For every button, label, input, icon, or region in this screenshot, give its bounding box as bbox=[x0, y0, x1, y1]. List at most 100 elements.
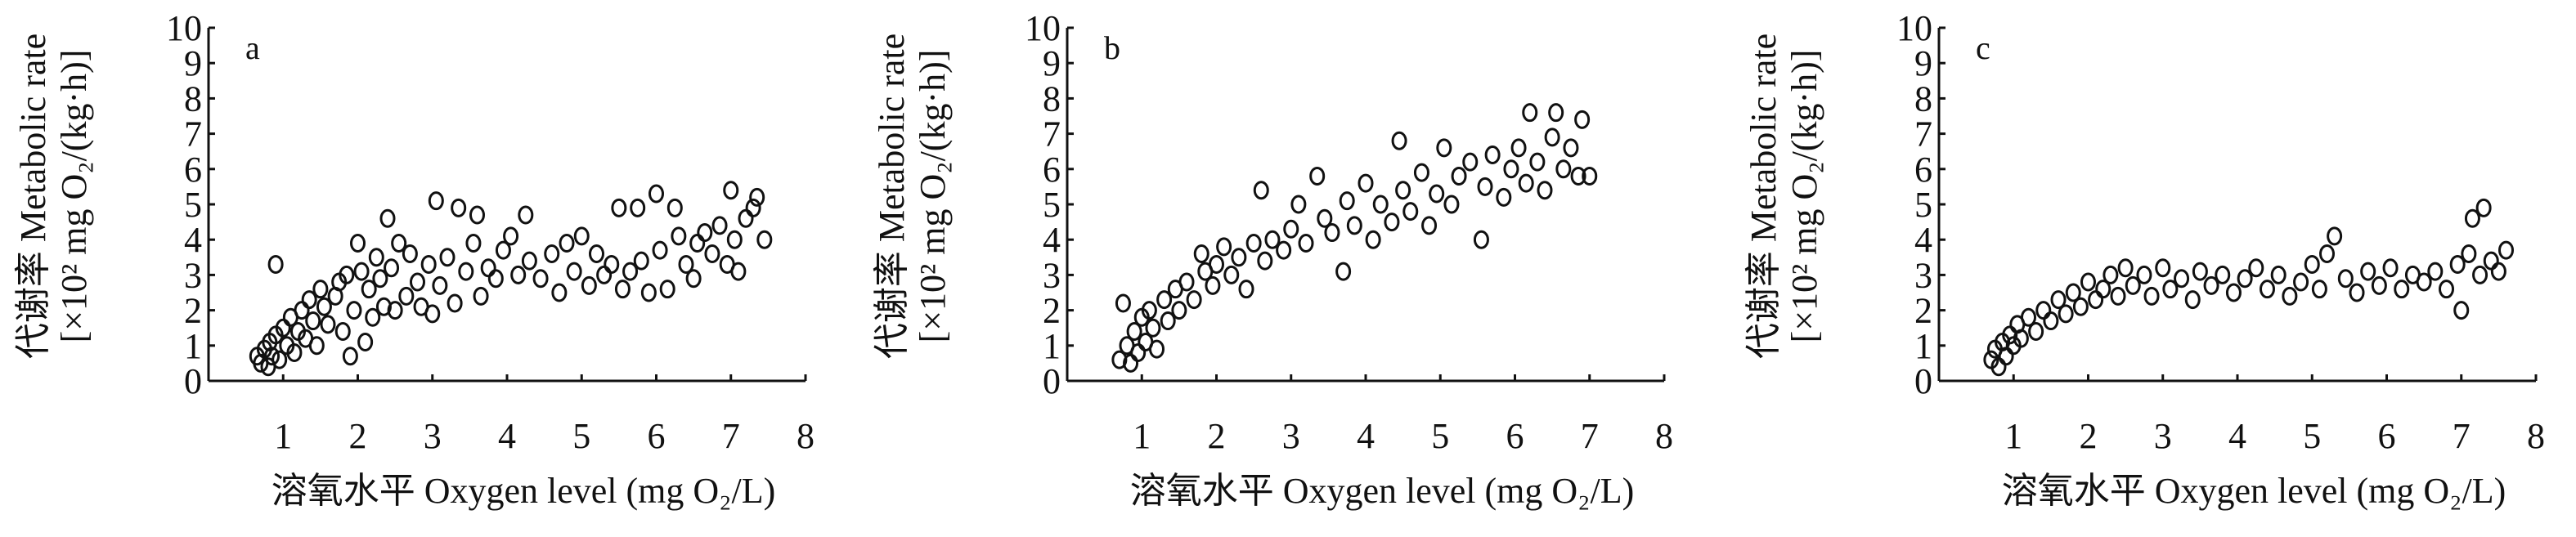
data-point bbox=[532, 269, 549, 289]
data-point bbox=[2065, 283, 2081, 302]
data-point bbox=[2072, 297, 2089, 316]
x-tick-label: 2 bbox=[349, 416, 367, 456]
data-point bbox=[308, 336, 325, 356]
data-point bbox=[1998, 347, 2014, 366]
data-point bbox=[559, 234, 575, 253]
y-tick-label: 4 bbox=[1043, 220, 1061, 260]
data-point bbox=[1402, 202, 1419, 222]
data-point bbox=[1563, 138, 1579, 158]
data-point bbox=[2174, 269, 2190, 289]
data-point bbox=[1421, 216, 1438, 235]
y-tick-label: 4 bbox=[1914, 220, 1932, 260]
data-point bbox=[487, 269, 504, 289]
data-point bbox=[1335, 262, 1352, 281]
data-point bbox=[756, 230, 773, 249]
y-tick-label: 2 bbox=[184, 291, 202, 331]
y-tick-label: 8 bbox=[1914, 78, 1932, 119]
data-point bbox=[365, 307, 381, 327]
y-tick-label: 0 bbox=[1043, 361, 1061, 401]
data-point bbox=[2043, 311, 2059, 331]
x-axis-label: 溶氧水平 Oxygen level (mg O₂/L) bbox=[2002, 471, 2506, 511]
data-point bbox=[2035, 301, 2052, 320]
data-point bbox=[521, 251, 537, 271]
x-tick-label: 6 bbox=[1506, 416, 1524, 456]
data-point bbox=[581, 275, 597, 295]
data-point bbox=[398, 286, 415, 306]
data-point bbox=[368, 248, 384, 267]
y-tick-label: 9 bbox=[1043, 43, 1061, 83]
data-point bbox=[1324, 223, 1340, 243]
data-point bbox=[1171, 301, 1187, 320]
x-axis-label: 溶氧水平 Oxygen level (mg O₂/L) bbox=[272, 471, 776, 511]
data-point bbox=[320, 315, 336, 334]
y-tick-label: 10 bbox=[1025, 8, 1061, 48]
data-point bbox=[2162, 280, 2179, 299]
y-tick-label: 0 bbox=[1914, 361, 1932, 401]
x-tick-label: 4 bbox=[2228, 416, 2246, 456]
panel-label: b bbox=[1104, 29, 1120, 66]
data-point bbox=[1130, 342, 1147, 362]
data-point bbox=[1548, 103, 1564, 123]
y-tick-label: 5 bbox=[184, 185, 202, 225]
data-point bbox=[2117, 258, 2134, 278]
data-point bbox=[1436, 138, 1452, 158]
data-point bbox=[2237, 269, 2253, 289]
data-point bbox=[1178, 272, 1195, 292]
x-tick-label: 3 bbox=[424, 416, 442, 456]
data-point bbox=[2184, 290, 2201, 310]
data-point bbox=[652, 240, 668, 260]
data-point bbox=[544, 244, 560, 263]
y-axis-label-line2: [×10² mg O₂/(kg·h)] bbox=[54, 50, 94, 343]
data-point bbox=[1529, 152, 1546, 172]
data-point bbox=[1462, 152, 1479, 172]
data-point bbox=[1238, 280, 1254, 299]
data-point bbox=[1298, 234, 1314, 253]
data-point bbox=[1443, 195, 1460, 214]
y-tick-label: 10 bbox=[1896, 8, 1932, 48]
data-point bbox=[1317, 208, 1333, 228]
data-point bbox=[659, 280, 675, 299]
data-point bbox=[2304, 254, 2320, 274]
data-point bbox=[1309, 166, 1326, 186]
x-tick-label: 7 bbox=[2453, 416, 2471, 456]
data-point bbox=[697, 223, 713, 243]
data-point bbox=[1358, 173, 1374, 193]
data-point bbox=[432, 275, 448, 295]
data-point bbox=[1209, 254, 1224, 274]
data-point bbox=[2449, 254, 2466, 274]
data-point bbox=[1231, 248, 1247, 267]
data-point bbox=[469, 205, 485, 225]
panel-label: a bbox=[245, 29, 260, 66]
data-point bbox=[1365, 230, 1381, 249]
data-point bbox=[495, 240, 511, 260]
data-point bbox=[1223, 265, 1240, 284]
data-point bbox=[1346, 216, 1362, 235]
data-point bbox=[1510, 138, 1527, 158]
data-point bbox=[387, 301, 403, 320]
data-point bbox=[301, 290, 317, 310]
y-axis-label-line1: 代谢率 Metabolic rate bbox=[13, 34, 53, 359]
data-point bbox=[730, 262, 747, 281]
data-point bbox=[1484, 145, 1501, 165]
x-tick-label: 2 bbox=[1208, 416, 1226, 456]
data-point bbox=[339, 265, 355, 284]
data-point bbox=[473, 286, 489, 306]
data-point bbox=[1537, 181, 1553, 200]
data-point bbox=[2215, 265, 2231, 284]
y-tick-label: 5 bbox=[1914, 185, 1932, 225]
y-axis-label-line1: 代谢率 Metabolic rate bbox=[1744, 34, 1784, 359]
data-point bbox=[1145, 318, 1161, 338]
data-point bbox=[1126, 322, 1142, 342]
data-point bbox=[630, 198, 646, 217]
data-point bbox=[1193, 244, 1209, 263]
y-tick-label: 7 bbox=[1043, 114, 1061, 154]
x-tick-label: 5 bbox=[572, 416, 590, 456]
data-point bbox=[1290, 195, 1307, 214]
data-point bbox=[2464, 208, 2480, 228]
data-point bbox=[305, 311, 321, 331]
data-point bbox=[372, 269, 388, 289]
data-point bbox=[1216, 237, 1232, 257]
data-point bbox=[342, 347, 358, 366]
data-point bbox=[2498, 240, 2514, 260]
